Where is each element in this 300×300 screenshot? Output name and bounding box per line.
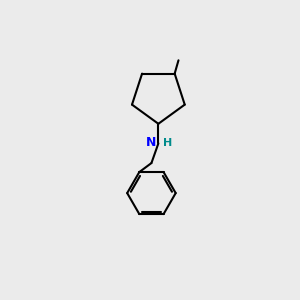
Text: N: N — [146, 136, 157, 149]
Text: H: H — [163, 138, 172, 148]
